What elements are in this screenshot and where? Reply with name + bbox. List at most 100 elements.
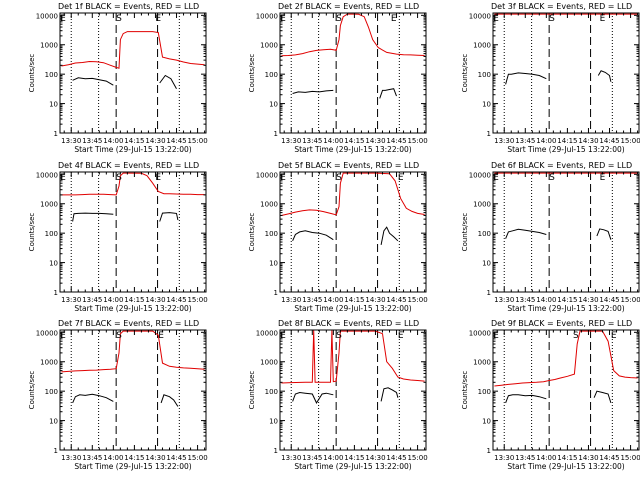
y-tick-label: 1 xyxy=(274,447,278,455)
y-tick-label: 1 xyxy=(487,289,491,297)
panel-title: Det 3f BLACK = Events, RED = LLD xyxy=(491,2,632,11)
panel-series-group xyxy=(281,13,425,99)
detector-panel: Det 5f BLACK = Events, RED = LLD 1 10 100 10… xyxy=(248,161,428,313)
x-tick-label: 13:45 xyxy=(302,296,322,304)
detector-panel: Det 1f BLACK = Events, RED = LLD 1 10 100 10… xyxy=(28,2,208,154)
start-marker-label: S xyxy=(573,331,579,341)
panel-title: Det 8f BLACK = Events, RED = LLD xyxy=(278,319,419,328)
events-series-line xyxy=(72,212,114,222)
events-series-line xyxy=(159,212,179,222)
edge-end-marker-label: E xyxy=(60,331,66,341)
x-axis-label: Start Time (29-Jul-15 13:22:00) xyxy=(74,304,191,313)
events-series-line xyxy=(593,390,612,404)
x-tick-label: 15:00 xyxy=(187,137,207,145)
x-tick-label: 13:45 xyxy=(302,137,322,145)
plot-frame xyxy=(492,12,640,134)
x-tick-label: 15:00 xyxy=(620,137,640,145)
events-series-line xyxy=(160,394,179,407)
panel-title: Det 2f BLACK = Events, RED = LLD xyxy=(278,2,419,11)
y-tick-label: 100 xyxy=(478,388,491,396)
x-tick-label: 14:00 xyxy=(103,454,123,462)
y-tick-label: 10000 xyxy=(36,329,58,337)
y-tick-label: 100 xyxy=(45,230,58,238)
plot-frame xyxy=(492,329,640,451)
detector-panel: Det 4f BLACK = Events, RED = LLD 1 10 100 10… xyxy=(28,161,208,313)
x-axis-label: Start Time (29-Jul-15 13:22:00) xyxy=(507,145,624,154)
plot-frame xyxy=(59,12,207,134)
x-tick-label: 14:15 xyxy=(124,454,144,462)
edge-end-marker-label: E xyxy=(280,173,286,183)
y-axis-label: Counts/sec xyxy=(248,54,256,93)
x-tick-label: 14:00 xyxy=(323,137,343,145)
plot-frame xyxy=(279,329,427,451)
x-tick-label: 14:15 xyxy=(344,454,364,462)
y-axis-label: Counts/sec xyxy=(28,371,36,410)
x-axis-label: Start Time (29-Jul-15 13:22:00) xyxy=(74,462,191,471)
x-tick-label: 14:45 xyxy=(166,137,186,145)
x-tick-label: 14:00 xyxy=(103,296,123,304)
y-tick-label: 1 xyxy=(54,130,58,138)
detector-panel: Det 7f BLACK = Events, RED = LLD 1 10 100 10… xyxy=(28,319,208,471)
x-tick-label: 13:30 xyxy=(281,454,301,462)
end-marker-label: E xyxy=(600,14,606,24)
events-series-line xyxy=(292,230,334,242)
edge-end-marker-label: E xyxy=(60,14,66,24)
detector-panel: Det 2f BLACK = Events, RED = LLD 1 10 100 10… xyxy=(248,2,428,154)
x-tick-label: 14:45 xyxy=(599,454,619,462)
lld-series-line xyxy=(61,31,205,69)
x-tick-label: 13:30 xyxy=(494,137,514,145)
x-tick-label: 15:00 xyxy=(187,296,207,304)
x-tick-label: 15:00 xyxy=(407,296,427,304)
x-tick-label: 14:30 xyxy=(145,454,165,462)
y-tick-label: 10000 xyxy=(36,171,58,179)
x-tick-label: 14:30 xyxy=(365,296,385,304)
y-tick-label: 10 xyxy=(49,418,58,426)
end-marker-label: E xyxy=(158,331,164,341)
events-series-line xyxy=(596,228,612,240)
x-tick-label: 13:45 xyxy=(515,454,535,462)
x-tick-label: 14:15 xyxy=(557,454,577,462)
edge-end-marker-label: E xyxy=(493,14,499,24)
panel-series-group xyxy=(494,13,638,85)
start-marker-label: S xyxy=(336,173,342,183)
plot-frame xyxy=(59,171,207,293)
x-tick-label: 14:00 xyxy=(536,137,556,145)
y-tick-label: 10 xyxy=(269,101,278,109)
x-tick-label: 14:15 xyxy=(557,137,577,145)
x-tick-label: 14:15 xyxy=(124,296,144,304)
panel-series-group xyxy=(61,31,205,89)
y-tick-label: 1000 xyxy=(473,201,491,209)
x-axis-label: Start Time (29-Jul-15 13:22:00) xyxy=(294,145,411,154)
lld-series-line xyxy=(494,330,638,387)
start-marker-label: S xyxy=(549,173,555,183)
edge-end-marker-label: E xyxy=(280,14,286,24)
x-tick-label: 13:45 xyxy=(82,137,102,145)
y-tick-label: 1000 xyxy=(40,42,58,50)
x-tick-label: 14:30 xyxy=(578,454,598,462)
panel-title: Det 7f BLACK = Events, RED = LLD xyxy=(58,319,199,328)
events-series-line xyxy=(380,226,399,245)
events-series-line xyxy=(505,72,547,85)
x-tick-label: 14:45 xyxy=(166,454,186,462)
x-tick-label: 14:00 xyxy=(536,454,556,462)
x-tick-label: 14:00 xyxy=(536,296,556,304)
x-axis-label: Start Time (29-Jul-15 13:22:00) xyxy=(294,304,411,313)
x-tick-label: 14:30 xyxy=(145,296,165,304)
y-tick-label: 10 xyxy=(482,101,491,109)
events-series-line xyxy=(379,88,397,99)
x-tick-label: 14:45 xyxy=(166,296,186,304)
y-tick-label: 100 xyxy=(265,71,278,79)
y-tick-label: 100 xyxy=(265,388,278,396)
panel-title: Det 5f BLACK = Events, RED = LLD xyxy=(278,161,419,170)
y-axis-label: Counts/sec xyxy=(461,213,469,252)
detector-panel: Det 8f BLACK = Events, RED = LLD 1 10 100 10… xyxy=(248,319,428,471)
x-tick-label: 14:15 xyxy=(557,296,577,304)
end-marker-label: E xyxy=(391,14,397,24)
y-tick-label: 10000 xyxy=(36,12,58,20)
x-tick-label: 14:30 xyxy=(578,137,598,145)
x-tick-label: 14:00 xyxy=(103,137,123,145)
events-series-line xyxy=(72,77,114,86)
y-tick-label: 10000 xyxy=(469,171,491,179)
start-marker-label: S xyxy=(336,14,342,24)
